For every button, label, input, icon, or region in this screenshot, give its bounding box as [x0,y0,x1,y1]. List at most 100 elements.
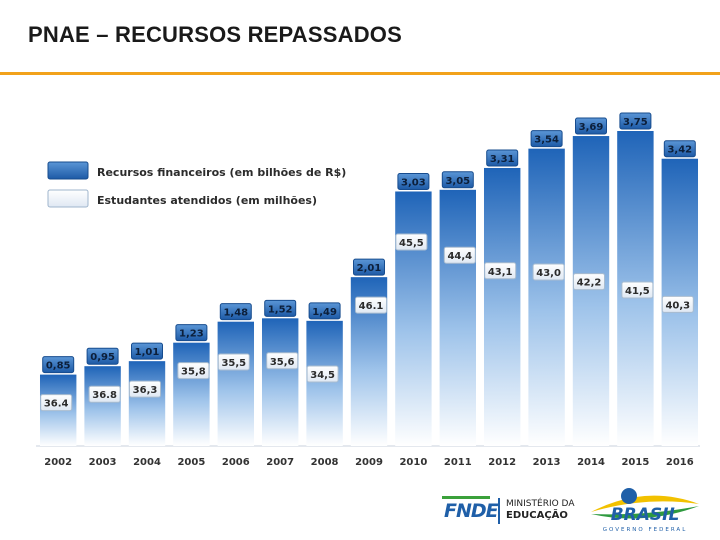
x-tick-label-2012: 2012 [488,457,516,468]
student-value-label-2016: 40,3 [665,300,690,311]
x-tick-label-2009: 2009 [355,457,383,468]
title-underline [0,72,720,75]
student-value-box-2014 [573,273,605,291]
bar-2014 [572,136,610,447]
student-value-box-2003 [88,385,121,403]
x-tick-label-2002: 2002 [44,457,72,468]
ministry-line2: EDUCAÇÃO [506,510,568,521]
student-value-label-2009: 46.1 [359,301,384,312]
resource-value-label-2013: 3,54 [534,135,559,146]
student-value-label-2015: 41,5 [625,286,650,297]
resource-value-label-2016: 3,42 [667,145,692,156]
x-tick-label-2011: 2011 [444,457,472,468]
page-title: PNAE – RECURSOS REPASSADOS [28,22,402,47]
resource-value-box-2005 [175,324,208,342]
x-tick-label-2006: 2006 [222,457,250,468]
fnde-logo-accent [442,496,490,499]
resource-value-label-2009: 2,01 [357,263,382,274]
student-value-box-2016 [661,295,694,313]
resource-value-box-2010 [397,172,430,190]
resource-value-box-2007 [264,299,297,317]
student-value-label-2002: 36.4 [44,399,69,410]
bar-2003 [84,366,121,446]
student-value-box-2006 [217,353,250,371]
resource-value-label-2008: 1,49 [312,307,337,318]
x-tick-label-2007: 2007 [266,457,294,468]
legend-label-resources: Recursos financeiros (em bilhões de R$) [97,166,346,179]
student-value-label-2004: 36,3 [133,385,158,396]
legend-label-students: Estudantes atendidos (em milhões) [97,194,317,207]
bar-2012 [483,167,521,446]
resource-value-label-2007: 1,52 [268,304,293,315]
student-value-label-2014: 42,2 [577,278,602,289]
student-value-box-2004 [129,380,161,398]
bar-2004 [128,361,166,446]
resource-value-label-2015: 3,75 [623,117,648,128]
student-value-box-2008 [306,365,339,383]
legend-swatch-students [47,189,89,208]
student-value-label-2010: 45,5 [399,238,424,249]
x-tick-label-2010: 2010 [399,457,427,468]
brasil-logo-text: BRASIL [611,505,680,525]
student-value-label-2007: 35,6 [270,357,295,368]
student-value-box-2011 [443,246,476,264]
resource-value-box-2004 [131,342,163,360]
resource-value-label-2010: 3,03 [401,177,426,188]
resource-value-box-2008 [308,302,341,320]
resource-value-label-2012: 3,31 [490,154,515,165]
bar-2008 [306,320,343,446]
resource-value-label-2014: 3,69 [579,122,604,133]
resource-value-box-2003 [86,347,119,365]
student-value-box-2009 [355,296,387,314]
resource-value-label-2003: 0,95 [90,352,115,363]
x-tick-label-2013: 2013 [533,457,561,468]
brasil-governo-federal-logo: BRASIL GOVERNO FEDERAL [591,488,699,533]
student-value-box-2005 [177,362,210,380]
bar-2013 [528,148,565,446]
bar-2007 [261,318,299,446]
labels-layer: 0,85 36.4 0,95 36.8 1,01 36,3 1,23 35,8 1,48 35,5… [40,112,696,412]
resource-value-box-2009 [353,258,385,276]
x-tick-label-2008: 2008 [311,457,339,468]
legend: Recursos financeiros (em bilhões de R$) … [47,161,346,208]
x-tick-label-2016: 2016 [666,457,694,468]
student-value-box-2002 [40,394,73,412]
bar-2006 [217,321,255,446]
fnde-logo: FNDE [444,500,499,522]
resource-value-label-2004: 1,01 [135,347,160,358]
resource-value-label-2005: 1,23 [179,329,204,340]
student-value-label-2013: 43,0 [536,268,561,279]
x-tick-label-2015: 2015 [621,457,649,468]
student-value-label-2011: 44,4 [447,251,472,262]
student-value-box-2013 [532,263,565,281]
bar-2005 [173,342,210,446]
student-value-box-2007 [266,352,299,370]
bar-2010 [395,191,432,446]
resource-value-box-2015 [619,112,652,130]
x-tick-label-2014: 2014 [577,457,605,468]
student-value-label-2006: 35,5 [221,358,246,369]
resource-value-box-2013 [530,130,563,148]
resource-value-box-2006 [219,303,252,321]
brasil-logo-subtext: GOVERNO FEDERAL [603,527,688,533]
ministry-line1: MINISTÉRIO DA [506,499,575,509]
student-value-box-2012 [484,262,517,280]
resource-value-box-2016 [663,140,696,158]
bar-2011 [439,189,477,447]
legend-swatch-resources [47,161,89,180]
x-tick-label-2003: 2003 [89,457,117,468]
student-value-box-2015 [621,281,654,299]
student-value-label-2003: 36.8 [92,390,117,401]
resource-value-label-2006: 1,48 [223,308,248,319]
x-tick-label-2004: 2004 [133,457,161,468]
resource-value-label-2002: 0,85 [46,361,71,372]
student-value-box-2010 [395,233,428,251]
student-value-label-2012: 43,1 [488,267,513,278]
resource-value-box-2002 [42,356,75,374]
student-value-label-2005: 35,8 [181,367,206,378]
x-tick-label-2005: 2005 [177,457,205,468]
resource-value-box-2012 [486,149,519,167]
resource-value-label-2011: 3,05 [445,176,470,187]
student-value-label-2008: 34,5 [310,370,335,381]
